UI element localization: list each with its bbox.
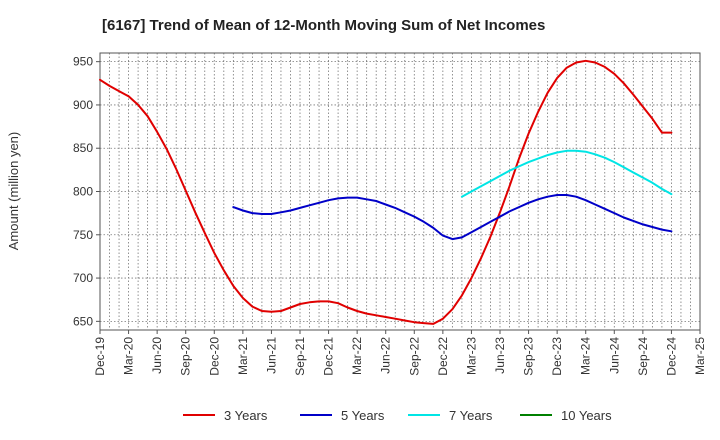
series-lines [99,59,673,325]
plot-area [99,52,701,331]
y-axis: 650 700 750 800 850 900 950 [73,55,100,328]
x-tick-label: Dec-20 [207,337,221,376]
x-tick-label: Sep-20 [179,337,193,376]
x-tick-label: Sep-24 [636,337,650,376]
y-tick-label: 700 [73,271,93,285]
y-axis-label: Amount (million yen) [6,132,21,251]
x-tick-label: Dec-24 [664,337,678,376]
x-tick-label: Jun-24 [607,337,621,374]
series-line-5-years [232,194,673,241]
grid-lines [99,53,701,330]
legend-label: 5 Years [341,408,385,423]
x-tick-label: Mar-21 [236,337,250,375]
x-tick-label: Dec-19 [93,337,107,376]
x-tick-label: Dec-21 [322,337,336,376]
legend-label: 10 Years [561,408,612,423]
x-tick-label: Jun-22 [379,337,393,374]
x-tick-label: Mar-24 [579,337,593,375]
y-tick-label: 650 [73,314,93,328]
x-tick-label: Dec-22 [436,337,450,376]
x-tick-label: Dec-23 [550,337,564,376]
x-tick-label: Sep-23 [522,337,536,376]
series-line-3-years [99,59,673,325]
series-line-7-years [460,149,673,198]
x-tick-label: Sep-22 [407,337,421,376]
legend-label: 7 Years [449,408,493,423]
x-tick-label: Mar-23 [464,337,478,375]
y-tick-label: 750 [73,228,93,242]
x-tick-label: Jun-21 [264,337,278,374]
chart-title: [6167] Trend of Mean of 12-Month Moving … [102,17,545,34]
x-tick-label: Mar-22 [350,337,364,375]
x-axis: Dec-19 Mar-20 Jun-20 Sep-20 Dec-20 Mar-21 Jun-… [93,330,707,376]
y-tick-label: 950 [73,55,93,69]
x-tick-label: Mar-20 [122,337,136,375]
x-tick-label: Jun-20 [150,337,164,374]
x-tick-label: Sep-21 [293,337,307,376]
legend: 3 Years 5 Years 7 Years 10 Years [183,408,612,423]
x-tick-label: Jun-23 [493,337,507,374]
y-tick-label: 800 [73,185,93,199]
y-tick-label: 900 [73,98,93,112]
legend-label: 3 Years [224,408,268,423]
x-tick-label: Mar-25 [693,337,707,375]
y-tick-label: 850 [73,141,93,155]
